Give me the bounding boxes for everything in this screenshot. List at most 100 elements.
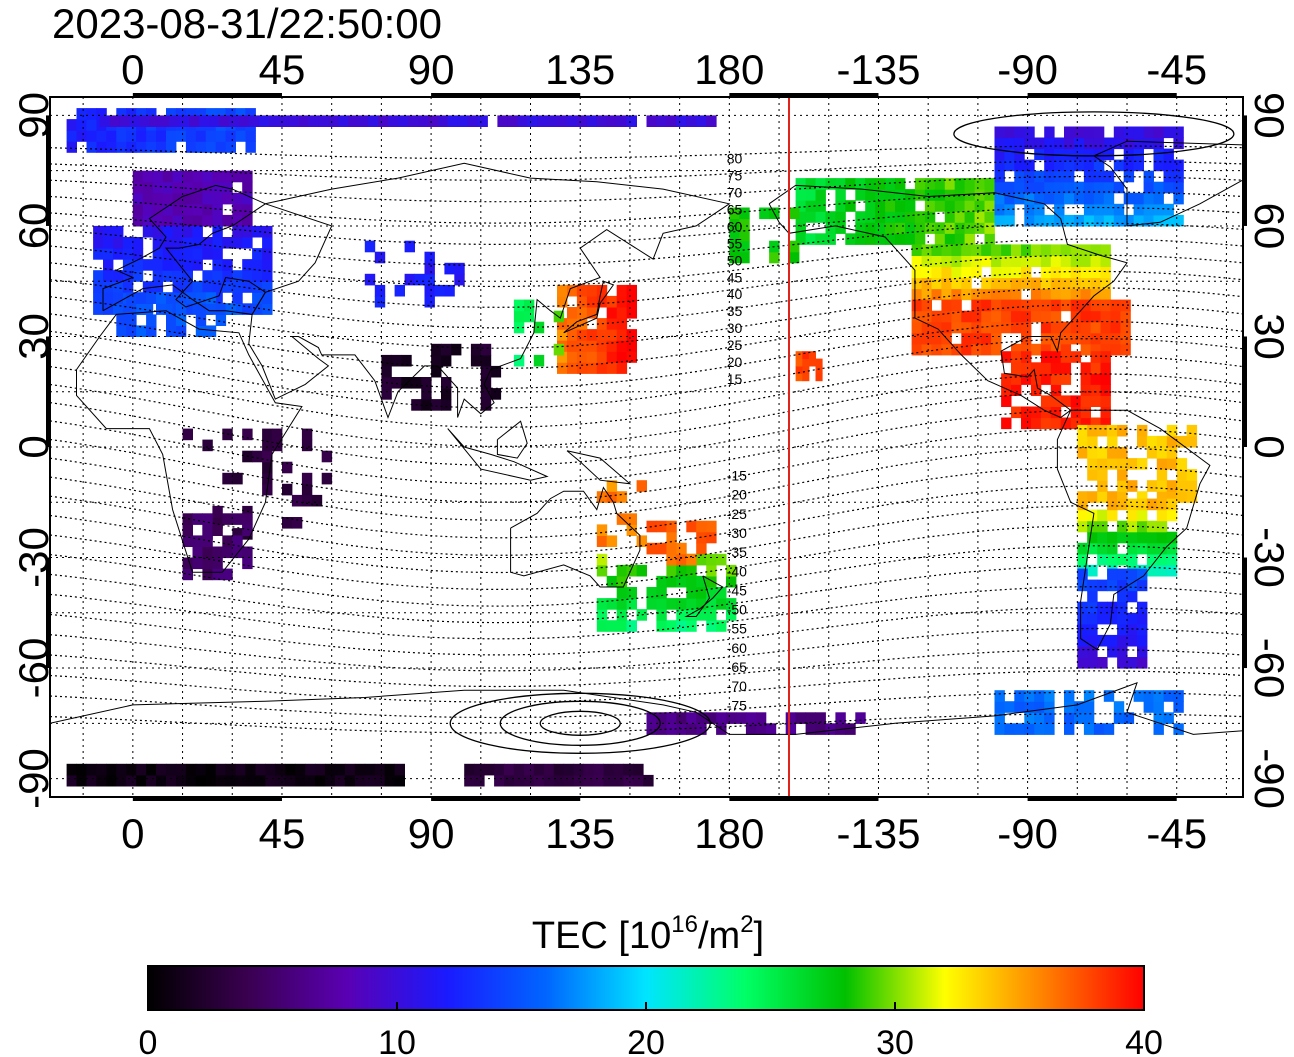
tec-cell [232, 513, 243, 525]
tec-cell [1060, 299, 1072, 312]
coastline [50, 681, 1243, 735]
tec-cell [202, 535, 213, 547]
left-lat-tick-label: 60 [10, 203, 57, 250]
tec-cell [1156, 498, 1168, 511]
tec-cell [676, 115, 687, 127]
tec-cell [616, 598, 628, 610]
tec-cell [567, 318, 578, 330]
tec-cell [802, 358, 810, 367]
tec-cell [1060, 288, 1072, 301]
tec-cell [1011, 277, 1022, 290]
tec-cell [152, 181, 164, 194]
tec-cell [1087, 590, 1098, 603]
tec-cell [222, 259, 233, 271]
tec-cell [192, 214, 203, 227]
tec-cell [921, 244, 932, 256]
tec-cell [905, 211, 916, 223]
tec-cell [195, 292, 207, 304]
tec-cell [626, 115, 637, 127]
tec-cell [656, 712, 667, 724]
tec-cell [305, 763, 316, 776]
tec-cell [815, 211, 826, 223]
tec-cell [394, 284, 405, 297]
tec-cell [113, 225, 124, 238]
tec-cell [1107, 568, 1118, 581]
tec-cell [1064, 159, 1075, 172]
tec-cell [1024, 203, 1035, 216]
tec-cell [1090, 384, 1101, 396]
tec-cell [152, 270, 164, 282]
tec-cell [96, 108, 107, 120]
tec-cell [567, 307, 578, 319]
tec-cell [1050, 384, 1062, 396]
contour-label: 55 [727, 235, 743, 251]
tec-cell [344, 763, 356, 776]
tec-cell [523, 774, 535, 787]
tec-cell [845, 723, 856, 735]
tec-cell [606, 620, 618, 632]
tec-cell [1001, 321, 1012, 334]
tec-cell [407, 115, 419, 127]
tec-cell [1137, 424, 1148, 437]
tec-cell [441, 399, 452, 411]
bottom-lon-tick-label: -135 [836, 810, 920, 857]
tec-cell [212, 524, 223, 536]
tec-cell [1166, 491, 1178, 503]
tec-cell [1143, 192, 1154, 205]
tec-cell [192, 546, 203, 559]
tec-cell [1137, 542, 1148, 555]
tec-cell [232, 535, 243, 547]
tec-cell [126, 292, 137, 304]
tec-cell [914, 178, 926, 190]
tec-cell [1113, 126, 1125, 139]
tec-cell [1100, 299, 1111, 312]
tec-cell [1127, 553, 1138, 566]
tec-cell [262, 461, 273, 474]
tec-cell [931, 266, 942, 279]
tec-cell [513, 774, 525, 787]
tec-cell [106, 774, 117, 787]
tec-cell [706, 115, 717, 127]
tec-cell [242, 428, 253, 441]
tec-cell [1107, 498, 1118, 511]
tec-cell [242, 237, 253, 249]
tec-cell [1011, 351, 1022, 363]
tec-cell [616, 351, 628, 363]
tec-cell [951, 288, 962, 301]
tec-cell [321, 472, 333, 485]
edge-bar-left [46, 336, 51, 447]
tec-cell [1050, 310, 1062, 323]
tec-cell [255, 763, 266, 776]
tec-cell [676, 609, 687, 621]
tec-cell [474, 774, 485, 787]
tec-cell [1024, 170, 1035, 183]
tec-cell [815, 358, 823, 367]
tec-cell [1060, 244, 1072, 256]
tec-cell [1077, 520, 1088, 533]
tec-cell [1156, 469, 1168, 481]
tec-cell [175, 763, 187, 776]
tec-cell [1166, 447, 1178, 459]
tec-cell [835, 178, 846, 190]
magnetic-latitude-contour [50, 320, 1243, 389]
tec-cell [162, 214, 174, 227]
tec-cell [1083, 701, 1095, 713]
tec-cell [1050, 321, 1062, 334]
bottom-lon-tick-label: 180 [694, 810, 764, 857]
tec-cell [676, 620, 687, 632]
tec-cell [696, 712, 707, 724]
tec-cell [557, 329, 568, 341]
tec-cell [202, 568, 213, 581]
tec-cell [646, 598, 657, 610]
tec-cell [616, 609, 628, 621]
tec-cell [192, 557, 203, 570]
tec-cell [222, 568, 233, 581]
tec-cell [126, 314, 137, 326]
tec-cell [905, 222, 916, 234]
tec-cell [202, 281, 213, 293]
tec-cell [258, 115, 270, 127]
top-lon-tick-label: -45 [1146, 46, 1207, 93]
tec-cell [586, 284, 598, 297]
tec-cell [1024, 690, 1035, 702]
tec-cell [1074, 148, 1085, 161]
